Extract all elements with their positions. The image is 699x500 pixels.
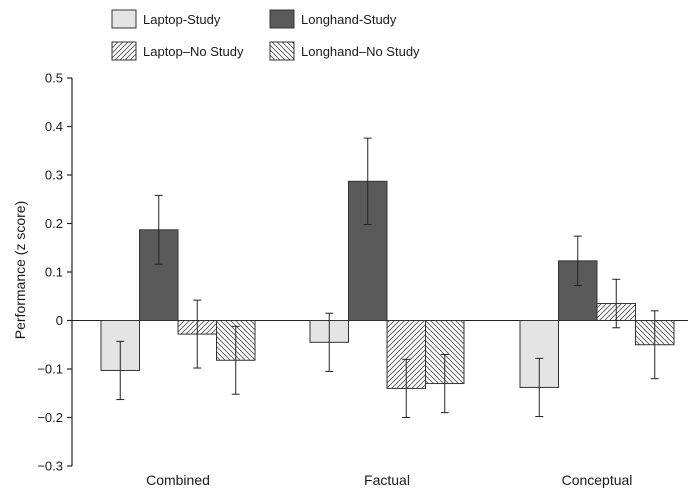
y-tick-label: −0.1: [37, 362, 63, 377]
category-label-conceptual: Conceptual: [562, 472, 633, 488]
y-tick-label: 0.2: [45, 216, 63, 231]
legend-swatch: [269, 41, 295, 61]
error-bar-laptop-no-study-factual: [402, 358, 411, 418]
legend-label: Longhand–No Study: [301, 44, 420, 59]
legend-label: Laptop–No Study: [143, 44, 244, 59]
legend-swatch: [111, 9, 137, 29]
legend-item-longhand-study: Longhand-Study: [269, 9, 397, 29]
error-bar-laptop-study-factual: [325, 312, 334, 372]
error-bar-laptop-no-study-conceptual: [612, 278, 621, 329]
error-bar-laptop-study-conceptual: [535, 357, 544, 418]
y-tick-label: 0.1: [45, 265, 63, 280]
legend-swatch: [269, 9, 295, 29]
error-bar-longhand-no-study-combined: [231, 325, 240, 395]
y-tick-label: −0.2: [37, 410, 63, 425]
error-bar-longhand-no-study-conceptual: [650, 310, 659, 380]
error-bar-longhand-study-conceptual: [573, 235, 582, 287]
legend-label: Laptop-Study: [143, 12, 221, 27]
legend: Laptop-Study Longhand-Study Laptop–No Stud…: [111, 9, 420, 61]
y-tick-label: 0.3: [45, 168, 63, 183]
legend-item-laptop-study: Laptop-Study: [111, 9, 221, 29]
error-bars: [116, 137, 659, 418]
bars: [100, 180, 675, 389]
y-tick-label: −0.3: [37, 459, 63, 474]
legend-item-longhand-no-study: Longhand–No Study: [269, 41, 420, 61]
error-bar-laptop-study-combined: [116, 340, 125, 401]
y-tick-label: 0.4: [45, 119, 63, 134]
y-axis-label: Performance (z score): [12, 201, 28, 339]
error-bar-laptop-no-study-combined: [193, 299, 202, 369]
legend-label: Longhand-Study: [301, 12, 397, 27]
error-bar-longhand-study-combined: [154, 194, 163, 265]
y-tick-label: 0: [56, 313, 63, 328]
category-label-factual: Factual: [364, 472, 410, 488]
y-tick-label: 0.5: [45, 71, 63, 86]
category-labels: Combined Factual Conceptual: [146, 472, 632, 488]
legend-item-laptop-no-study: Laptop–No Study: [111, 41, 244, 61]
category-label-combined: Combined: [146, 472, 210, 488]
error-bar-longhand-no-study-factual: [440, 353, 449, 414]
legend-swatch: [111, 41, 137, 61]
error-bar-longhand-study-factual: [363, 137, 372, 225]
